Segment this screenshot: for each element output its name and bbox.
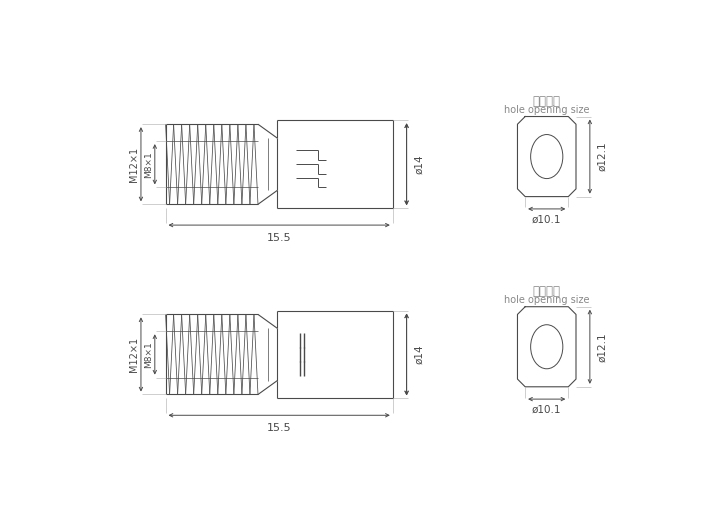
Text: M8×1: M8×1 [144,151,153,178]
Text: M12×1: M12×1 [129,147,139,182]
Text: ø12.1: ø12.1 [597,332,607,361]
Text: ø10.1: ø10.1 [532,405,561,414]
Text: hole opening size: hole opening size [504,295,589,305]
Text: 15.5: 15.5 [267,233,291,243]
Text: hole opening size: hole opening size [504,104,589,115]
Text: 开孔尺寸: 开孔尺寸 [533,285,560,298]
Text: 开孔尺寸: 开孔尺寸 [533,95,560,107]
Text: ø10.1: ø10.1 [532,214,561,224]
Text: M8×1: M8×1 [144,341,153,368]
Text: 15.5: 15.5 [267,423,291,433]
Text: ø12.1: ø12.1 [597,142,607,172]
Text: M12×1: M12×1 [129,337,139,372]
Text: ø14: ø14 [414,345,424,364]
Text: ø14: ø14 [414,154,424,174]
